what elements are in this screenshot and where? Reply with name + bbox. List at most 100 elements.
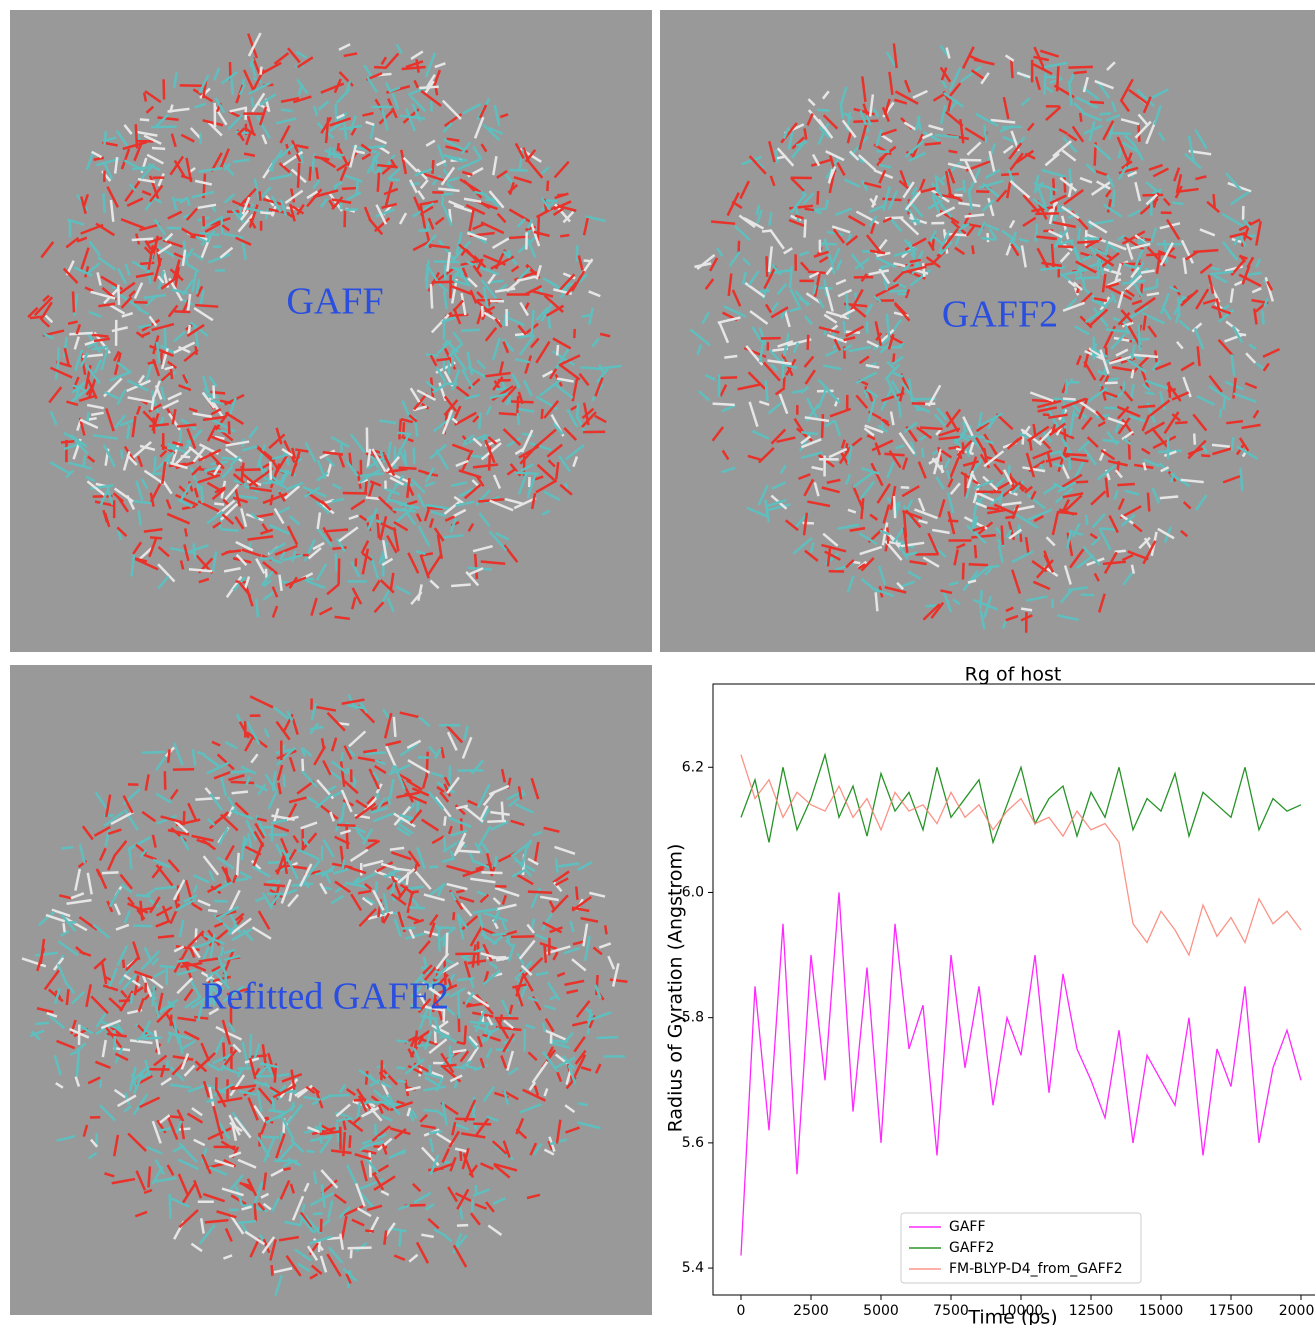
bond (123, 960, 124, 968)
bond (473, 1124, 491, 1125)
x-tick-label: 10000 (999, 1303, 1044, 1319)
bond (102, 872, 119, 873)
bond (499, 413, 519, 414)
bond (1148, 493, 1149, 512)
bond (272, 1265, 273, 1276)
bond (479, 413, 481, 430)
bond (889, 290, 907, 291)
bond (894, 496, 895, 518)
bond (61, 441, 74, 442)
bond (158, 936, 174, 938)
bond (923, 263, 924, 277)
bond (1132, 370, 1134, 379)
bond (376, 882, 377, 893)
bond (1082, 238, 1099, 239)
bond (303, 827, 304, 849)
bond (1081, 595, 1094, 596)
bond (916, 409, 926, 410)
bond (457, 1225, 468, 1226)
bond (417, 1045, 430, 1046)
bond (419, 87, 438, 88)
bond (395, 484, 414, 485)
bond (140, 119, 149, 120)
bond (1160, 496, 1178, 498)
bond (321, 1219, 322, 1232)
bond (975, 545, 976, 558)
bond (922, 448, 923, 457)
bond (231, 782, 255, 783)
bond (100, 1080, 101, 1088)
bond (1115, 551, 1126, 552)
bond (1117, 484, 1134, 485)
bond (231, 78, 232, 95)
bond (368, 146, 385, 147)
bond (987, 508, 999, 510)
bond (496, 1050, 509, 1051)
bond (114, 1030, 115, 1051)
bond (1220, 409, 1221, 417)
bond (365, 1231, 374, 1232)
bond (419, 230, 430, 231)
bond (302, 759, 303, 771)
bond (366, 753, 386, 754)
bond (822, 414, 823, 438)
bond (399, 468, 417, 469)
bond (88, 418, 97, 419)
bond (1086, 515, 1087, 525)
bond (260, 212, 274, 213)
bond (185, 528, 186, 536)
bond (925, 143, 941, 145)
bond (171, 369, 172, 380)
bond (1109, 133, 1131, 134)
bond (515, 473, 539, 474)
bond (396, 1152, 405, 1154)
bond (876, 592, 878, 611)
bond (1034, 424, 1036, 435)
bond (444, 816, 445, 825)
bond (560, 235, 569, 236)
bond (955, 189, 964, 191)
bond (132, 239, 154, 240)
bond (251, 1055, 267, 1056)
bond (73, 291, 74, 312)
bond (343, 1132, 344, 1156)
bond (261, 1137, 279, 1138)
bond (307, 1151, 315, 1152)
bond (528, 892, 552, 893)
bond (255, 1203, 256, 1221)
bond (1065, 454, 1087, 455)
bond (767, 256, 768, 277)
bond (396, 1067, 405, 1068)
bond (458, 993, 459, 1019)
bond (121, 450, 122, 459)
bond (208, 910, 217, 911)
legend-label: FM-BLYP-D4_from_GAFF2 (949, 1261, 1123, 1277)
bond (1105, 383, 1118, 384)
bond (397, 433, 411, 435)
panel-label: GAFF (286, 281, 383, 323)
bond (1081, 266, 1082, 277)
bond (178, 1129, 190, 1130)
legend-label: GAFF (949, 1219, 986, 1235)
bond (63, 923, 64, 932)
panel-label: GAFF2 (942, 294, 1058, 336)
bond (456, 891, 464, 893)
bond (423, 1110, 438, 1111)
bond (432, 160, 433, 174)
bond (492, 934, 506, 935)
bond (1053, 178, 1054, 195)
bond (266, 569, 267, 578)
x-tick-label: 2500 (793, 1303, 829, 1319)
bond (184, 811, 185, 825)
bond (518, 413, 519, 425)
bond (1224, 398, 1225, 410)
bond (1077, 241, 1099, 242)
bond (511, 936, 534, 937)
bond (214, 901, 228, 902)
bond (218, 430, 228, 431)
bond (143, 1038, 161, 1039)
bond (436, 927, 456, 928)
bond (597, 1037, 619, 1038)
bond (221, 529, 239, 531)
bond (442, 197, 443, 206)
